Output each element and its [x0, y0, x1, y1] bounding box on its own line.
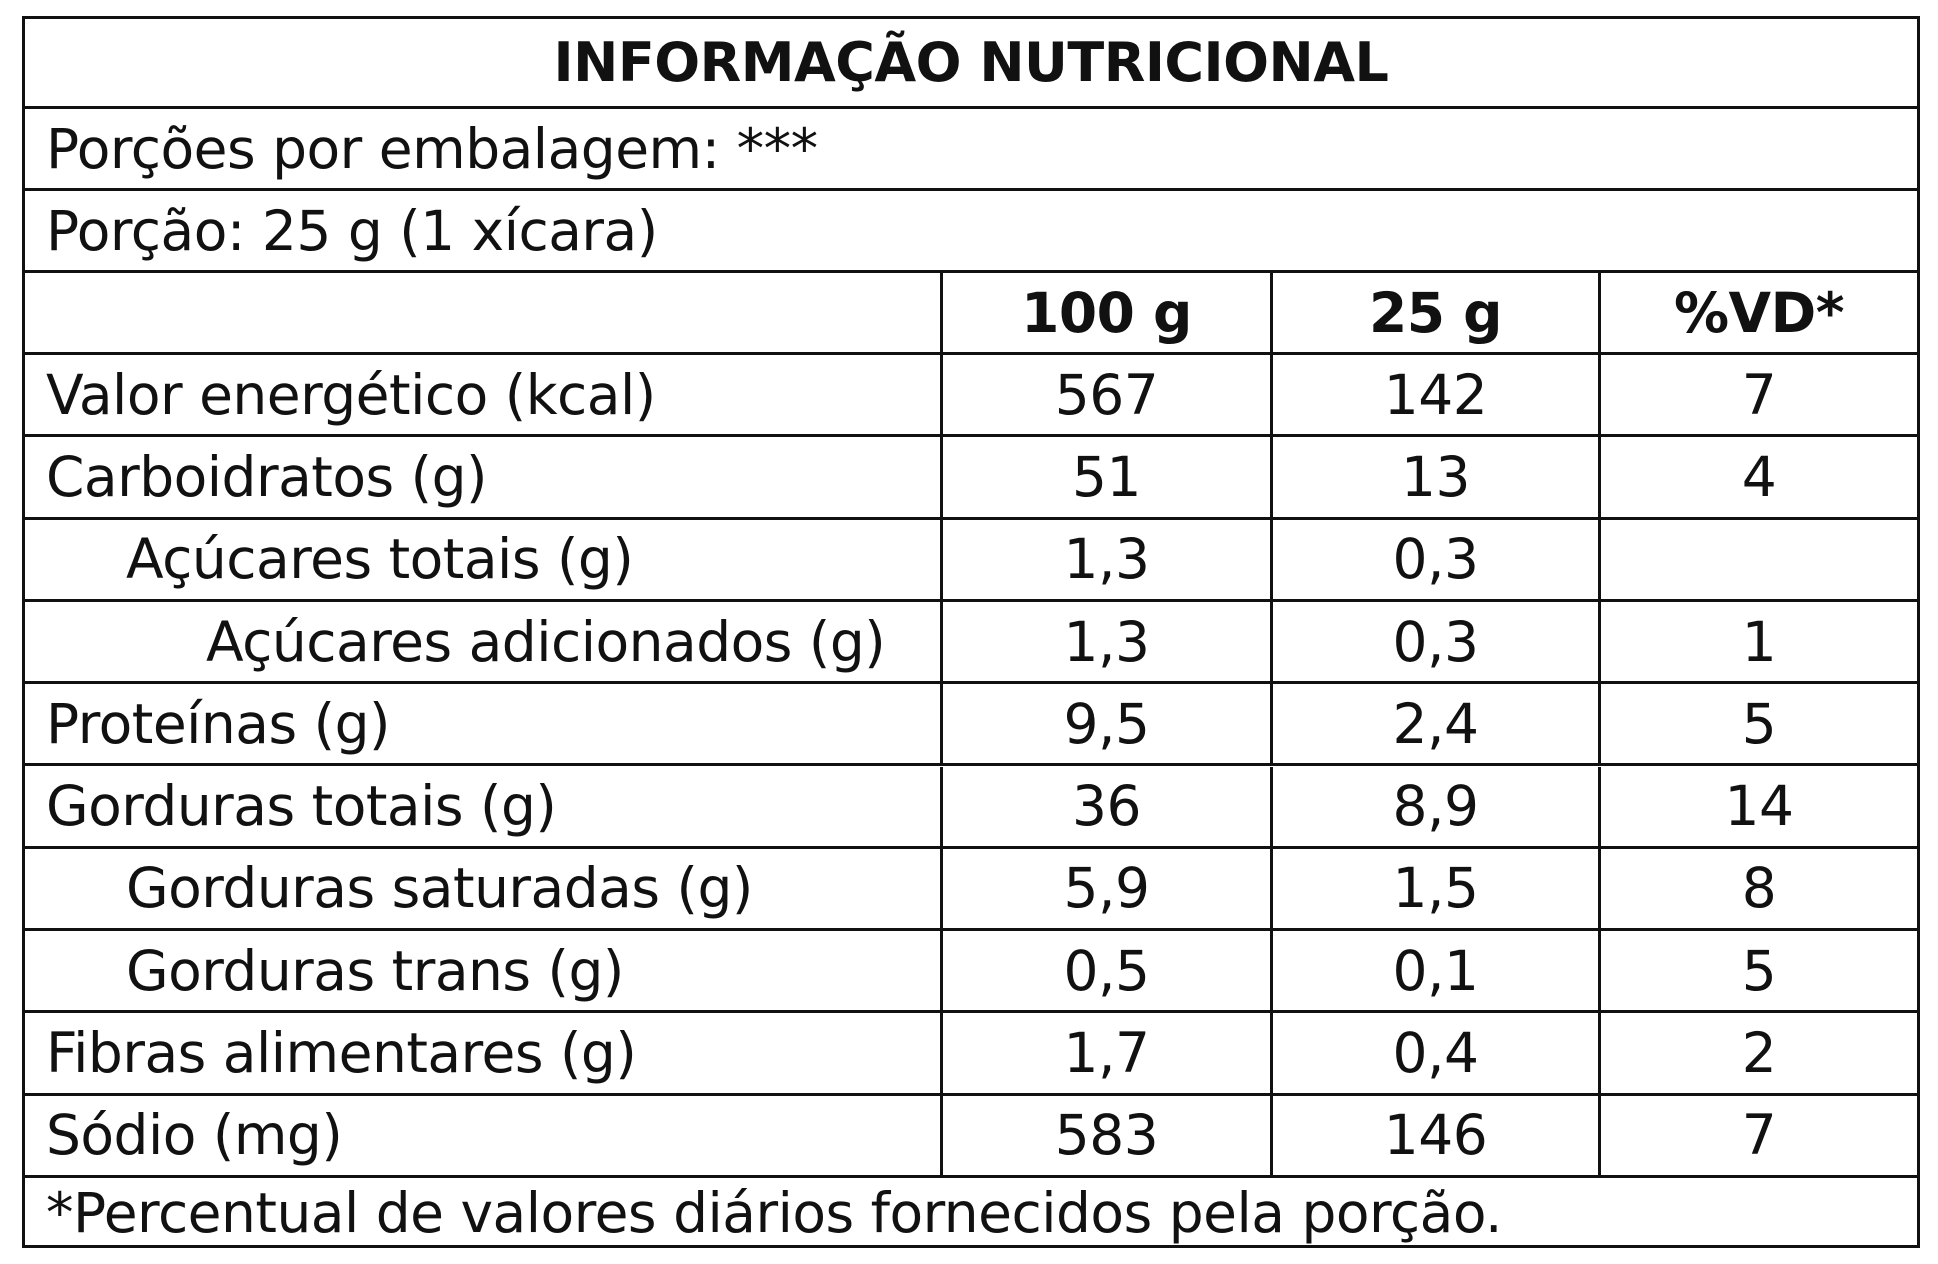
- nutrient-row: Açúcares adicionados (g) 1,3 0,3 1: [25, 601, 1917, 685]
- daily-value-percent: 7: [1598, 1095, 1917, 1175]
- nutrient-row: Sódio (mg) 583 146 7: [25, 1095, 1917, 1178]
- value-per-serving: 0,3: [1270, 601, 1598, 682]
- daily-value-percent: 4: [1598, 437, 1917, 517]
- serving-size: Porção: 25 g (1 xícara): [46, 198, 658, 263]
- footnote: *Percentual de valores diários fornecido…: [46, 1181, 1503, 1245]
- value-per-100g: 5,9: [940, 848, 1270, 929]
- nutrient-row: Proteínas (g) 9,5 2,4 5: [25, 684, 1917, 767]
- column-header-daily-value: %VD*: [1598, 273, 1917, 352]
- table-title: INFORMAÇÃO NUTRICIONAL: [553, 31, 1389, 94]
- column-header-serving: 25 g: [1270, 273, 1598, 352]
- value-per-100g: 583: [940, 1095, 1270, 1175]
- value-per-100g: 0,5: [940, 931, 1270, 1011]
- value-per-serving: 0,4: [1270, 1013, 1598, 1093]
- nutrient-name: Gorduras trans (g): [126, 938, 624, 1003]
- daily-value-percent: 2: [1598, 1013, 1917, 1093]
- nutrient-row: Gorduras totais (g) 36 8,9 14: [25, 766, 1917, 849]
- serving-size-row: Porção: 25 g (1 xícara): [25, 191, 1917, 273]
- nutrient-row: Gorduras trans (g) 0,5 0,1 5: [25, 931, 1917, 1014]
- servings-row: Porções por embalagem: ***: [25, 109, 1917, 191]
- value-per-serving: 0,1: [1270, 931, 1598, 1011]
- value-per-100g: 1,7: [940, 1013, 1270, 1093]
- value-per-serving: 13: [1270, 437, 1598, 517]
- daily-value-percent: 5: [1598, 684, 1917, 764]
- value-per-serving: 1,5: [1270, 848, 1598, 929]
- value-per-serving: 146: [1270, 1095, 1598, 1175]
- header-empty: [46, 273, 936, 352]
- value-per-100g: 9,5: [940, 684, 1270, 764]
- nutrient-name: Gorduras totais (g): [46, 774, 557, 839]
- nutrient-name: Sódio (mg): [46, 1103, 343, 1168]
- nutrient-row: Gorduras saturadas (g) 5,9 1,5 8: [25, 848, 1917, 932]
- nutrient-row: Carboidratos (g) 51 13 4: [25, 437, 1917, 520]
- nutrient-name: Gorduras saturadas (g): [126, 856, 753, 921]
- title-row: INFORMAÇÃO NUTRICIONAL: [25, 19, 1917, 109]
- value-per-100g: 51: [940, 437, 1270, 517]
- daily-value-percent: 5: [1598, 931, 1917, 1011]
- nutrient-row: Fibras alimentares (g) 1,7 0,4 2: [25, 1013, 1917, 1096]
- servings-per-package: Porções por embalagem: ***: [46, 116, 818, 181]
- column-header-100g: 100 g: [940, 273, 1270, 352]
- nutrient-row: Valor energético (kcal) 567 142 7: [25, 355, 1917, 438]
- daily-value-percent: 7: [1598, 355, 1917, 435]
- value-per-100g: 1,3: [940, 519, 1270, 599]
- footnote-row: *Percentual de valores diários fornecido…: [25, 1178, 1917, 1248]
- daily-value-percent: 1: [1598, 601, 1917, 682]
- daily-value-percent: 8: [1598, 848, 1917, 929]
- value-per-serving: 142: [1270, 355, 1598, 435]
- nutrient-row: Açúcares totais (g) 1,3 0,3: [25, 519, 1917, 602]
- value-per-100g: 1,3: [940, 601, 1270, 682]
- value-per-100g: 36: [940, 766, 1270, 846]
- nutrient-name: Carboidratos (g): [46, 444, 487, 509]
- value-per-serving: 0,3: [1270, 519, 1598, 599]
- value-per-100g: 567: [940, 355, 1270, 435]
- daily-value-percent: [1598, 519, 1917, 599]
- column-header-row: 100 g 25 g %VD*: [25, 273, 1917, 355]
- nutrition-facts-table: INFORMAÇÃO NUTRICIONAL Porções por embal…: [22, 16, 1920, 1248]
- value-per-serving: 8,9: [1270, 766, 1598, 846]
- nutrient-name: Açúcares adicionados (g): [206, 609, 886, 674]
- value-per-serving: 2,4: [1270, 684, 1598, 764]
- nutrient-name: Fibras alimentares (g): [46, 1021, 637, 1086]
- nutrient-name: Valor energético (kcal): [46, 362, 656, 427]
- nutrient-name: Proteínas (g): [46, 691, 390, 756]
- nutrient-name: Açúcares totais (g): [126, 527, 634, 592]
- daily-value-percent: 14: [1598, 766, 1917, 846]
